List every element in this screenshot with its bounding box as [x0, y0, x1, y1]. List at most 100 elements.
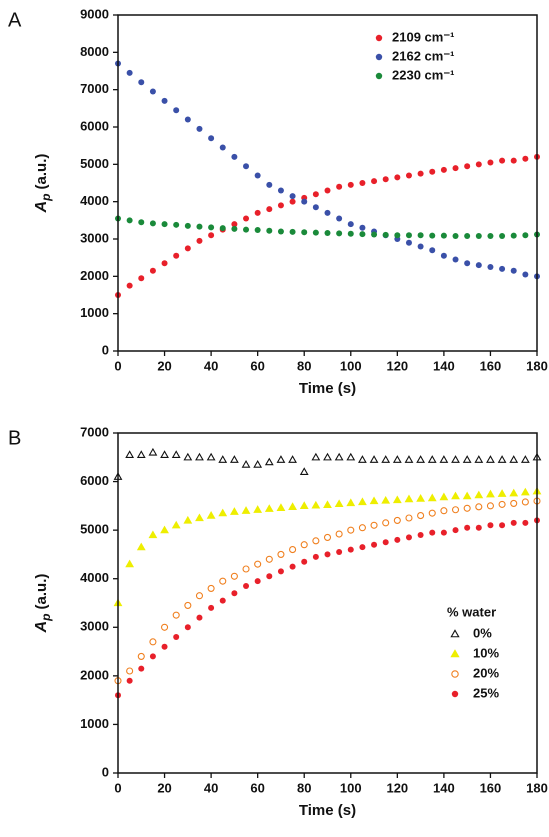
legend-label: 2162 cm⁻¹: [392, 48, 455, 63]
point: [451, 455, 460, 463]
point: [243, 226, 250, 233]
point: [161, 97, 168, 104]
point: [392, 455, 402, 463]
point: [440, 166, 447, 173]
point: [336, 183, 343, 190]
point: [464, 163, 471, 170]
point: [126, 677, 133, 684]
point: [382, 519, 390, 527]
point: [417, 170, 424, 177]
point: [196, 614, 203, 621]
y-tick-label: 5000: [80, 522, 109, 537]
point: [138, 219, 145, 226]
point: [522, 519, 529, 526]
point: [254, 578, 261, 585]
point: [522, 271, 529, 278]
point: [195, 592, 204, 600]
point: [161, 260, 168, 267]
point: [334, 499, 344, 508]
x-tick-label: 140: [433, 780, 455, 795]
point: [439, 455, 449, 463]
point: [452, 256, 459, 263]
point: [312, 553, 319, 560]
y-axis-title-sub: p: [39, 613, 53, 621]
point: [347, 181, 354, 188]
point: [462, 455, 472, 463]
point: [464, 233, 471, 240]
point: [312, 229, 319, 236]
point: [264, 457, 274, 466]
point: [358, 497, 367, 506]
point: [254, 560, 262, 568]
point: [125, 559, 135, 568]
y-tick-label: 6000: [80, 473, 109, 488]
point: [173, 252, 180, 259]
y-tick-label: 0: [102, 764, 109, 779]
point: [347, 230, 354, 237]
point: [427, 493, 437, 502]
point: [359, 180, 366, 186]
y-tick-label: 4000: [80, 570, 109, 585]
legend-label: 2109 cm⁻¹: [392, 29, 455, 44]
point: [160, 525, 169, 534]
point: [394, 536, 401, 543]
legend-marker: [375, 34, 383, 42]
legend-marker: [450, 649, 460, 658]
point: [429, 232, 436, 239]
point: [125, 450, 135, 458]
point: [334, 452, 344, 461]
point: [452, 165, 459, 172]
point: [138, 79, 145, 86]
point: [299, 501, 309, 509]
point: [369, 455, 379, 463]
point: [218, 455, 228, 463]
point: [277, 187, 284, 194]
legend-marker: [451, 670, 459, 678]
point: [149, 88, 156, 95]
point: [451, 491, 460, 500]
point: [417, 243, 424, 250]
point: [229, 455, 239, 463]
point: [311, 500, 321, 509]
point: [392, 495, 402, 504]
y-tick-label: 7000: [80, 81, 109, 96]
point: [277, 202, 284, 209]
x-tick-label: 20: [157, 358, 171, 373]
point: [382, 231, 389, 238]
point: [521, 498, 529, 506]
point: [207, 584, 215, 592]
y-axis-title-sub: p: [39, 193, 53, 201]
point: [160, 450, 169, 458]
point: [219, 225, 226, 232]
series: [115, 60, 540, 280]
point: [429, 529, 436, 536]
point: [475, 503, 483, 511]
y-tick-label: 0: [102, 342, 109, 357]
point: [358, 455, 367, 463]
point: [510, 519, 517, 526]
point: [231, 225, 238, 232]
x-tick-label: 60: [250, 358, 264, 373]
point: [499, 265, 506, 272]
x-axis-title: Time (s): [299, 380, 356, 397]
point: [206, 511, 216, 519]
point: [346, 498, 356, 507]
point: [195, 513, 204, 522]
point: [253, 460, 263, 468]
point: [196, 237, 203, 244]
point: [288, 455, 297, 463]
y-axis-title: Ap (a.u.): [33, 154, 53, 214]
point: [254, 172, 261, 179]
point: [148, 447, 158, 456]
series: [114, 497, 541, 685]
y-axis-title-main: A: [33, 201, 50, 214]
point: [183, 452, 193, 461]
point: [394, 232, 401, 239]
point: [149, 638, 157, 646]
point: [440, 252, 447, 259]
point: [161, 643, 168, 650]
x-tick-label: 80: [297, 358, 311, 373]
point: [499, 233, 506, 240]
point: [462, 491, 472, 500]
point: [289, 563, 296, 570]
